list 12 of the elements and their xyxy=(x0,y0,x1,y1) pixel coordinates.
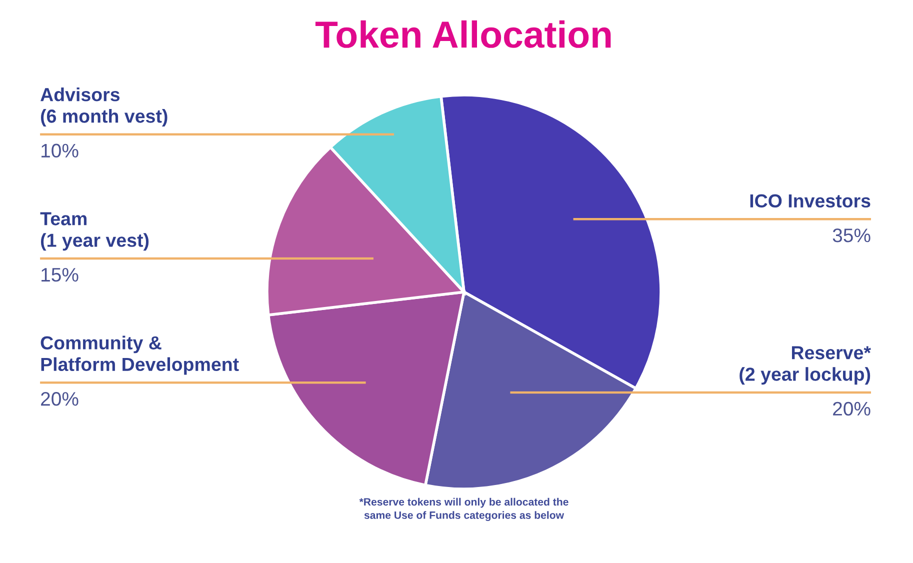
data-label: 10% xyxy=(42,144,78,158)
slice-label: Team (1 year vest) xyxy=(40,212,149,251)
slice-label: Reserve* (2 year lockup) xyxy=(740,346,871,385)
data-label: 35% xyxy=(832,228,870,242)
slice-label: ICO Investors xyxy=(750,194,870,208)
data-label: 20% xyxy=(833,402,870,416)
data-label: 15% xyxy=(42,268,78,282)
slice-label: Community & Platform Development xyxy=(40,336,239,375)
text: *Reserve tokens will only be allocated the same Use of Funds categories as below xyxy=(359,498,568,522)
slice-label: Advisors (6 month vest) xyxy=(40,87,168,127)
chart-title: Token Allocation xyxy=(315,20,611,48)
data-label: 20% xyxy=(41,392,78,406)
